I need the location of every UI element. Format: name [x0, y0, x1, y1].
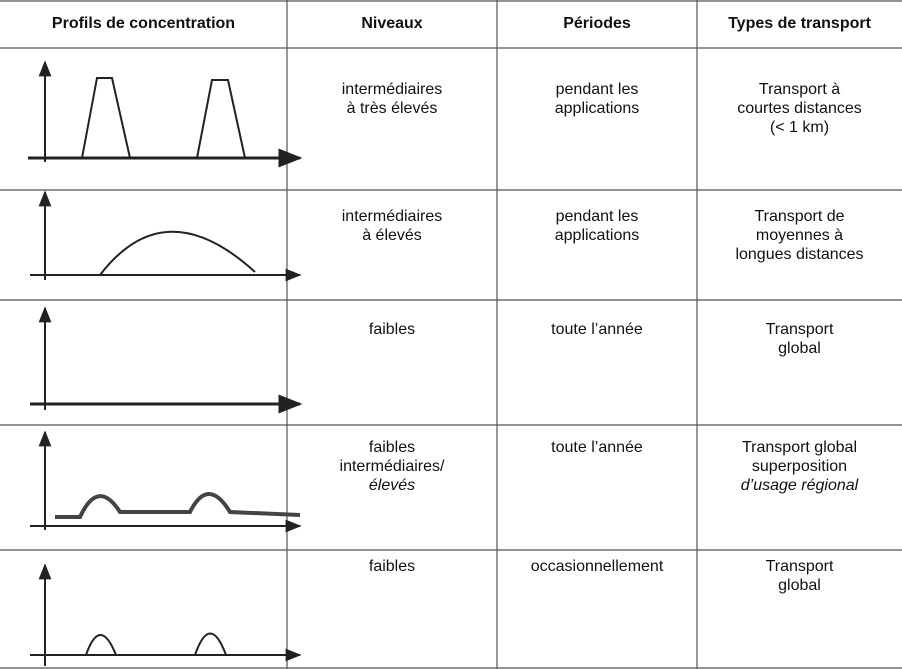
cell-line: moyennes à — [755, 227, 844, 244]
cell-line: à très élevés — [346, 100, 438, 117]
column-header: Types de transport — [697, 0, 902, 48]
profile-sketches — [28, 60, 303, 666]
cell-line: global — [778, 340, 821, 357]
cell-line: d’usage régional — [740, 477, 859, 494]
cell-line: Transport — [765, 558, 834, 575]
cell-periodes: occasionnellement — [497, 557, 697, 576]
header-text: Périodes — [563, 15, 631, 32]
cell-line: pendant les — [555, 208, 639, 225]
cell-line: global — [778, 577, 821, 594]
cell-niveaux: faibles — [287, 557, 497, 576]
cell-periodes: pendant les applications — [497, 207, 697, 245]
cell-transport: Transport global — [697, 320, 902, 358]
cell-transport: Transport global — [697, 557, 902, 595]
cell-line: faibles — [368, 439, 416, 456]
cell-periodes: toute l’année — [497, 320, 697, 339]
cell-transport: Transport de moyennes à longues distances — [697, 207, 902, 264]
cell-line: intermédiaires — [341, 208, 443, 225]
header-text: Profils de concentration — [51, 15, 236, 32]
cell-transport: Transport global superposition d’usage rég… — [697, 438, 902, 495]
cell-line: longues distances — [735, 246, 864, 263]
header-text: Niveaux — [361, 15, 423, 32]
cell-line: à élevés — [362, 227, 422, 244]
cell-line: courtes distances — [737, 100, 862, 117]
cell-line: faibles — [368, 321, 416, 338]
cell-line: toute l’année — [551, 439, 643, 456]
cell-line: Transport — [765, 321, 834, 338]
cell-periodes: toute l’année — [497, 438, 697, 457]
cell-niveaux: faibles intermédiaires/élevés — [287, 438, 497, 495]
cell-line: Transport global — [741, 439, 858, 456]
cell-line: applications — [554, 227, 640, 244]
cell-line: toute l’année — [551, 321, 643, 338]
cell-line: superposition — [751, 458, 848, 475]
cell-periodes: pendant les applications — [497, 80, 697, 118]
column-header: Périodes — [497, 0, 697, 48]
cell-line: Transport à — [758, 81, 841, 98]
cell-line: pendant les — [555, 81, 639, 98]
column-header: Profils de concentration — [0, 0, 287, 48]
cell-line: intermédiaires — [341, 81, 443, 98]
cell-line: occasionnellement — [530, 558, 664, 575]
cell-line: applications — [554, 100, 640, 117]
header-text: Types de transport — [728, 15, 871, 32]
cell-line: Transport de — [754, 208, 845, 225]
cell-line: (< 1 km) — [769, 119, 830, 136]
column-header: Niveaux — [287, 0, 497, 48]
cell-line: faibles — [368, 558, 416, 575]
cell-niveaux: intermédiaires à très élevés — [287, 80, 497, 118]
cell-line: intermédiaires/ — [339, 458, 445, 475]
cell-line: élevés — [368, 477, 416, 494]
cell-niveaux: intermédiaires à élevés — [287, 207, 497, 245]
cell-transport: Transport à courtes distances (< 1 km) — [697, 80, 902, 137]
cell-niveaux: faibles — [287, 320, 497, 339]
